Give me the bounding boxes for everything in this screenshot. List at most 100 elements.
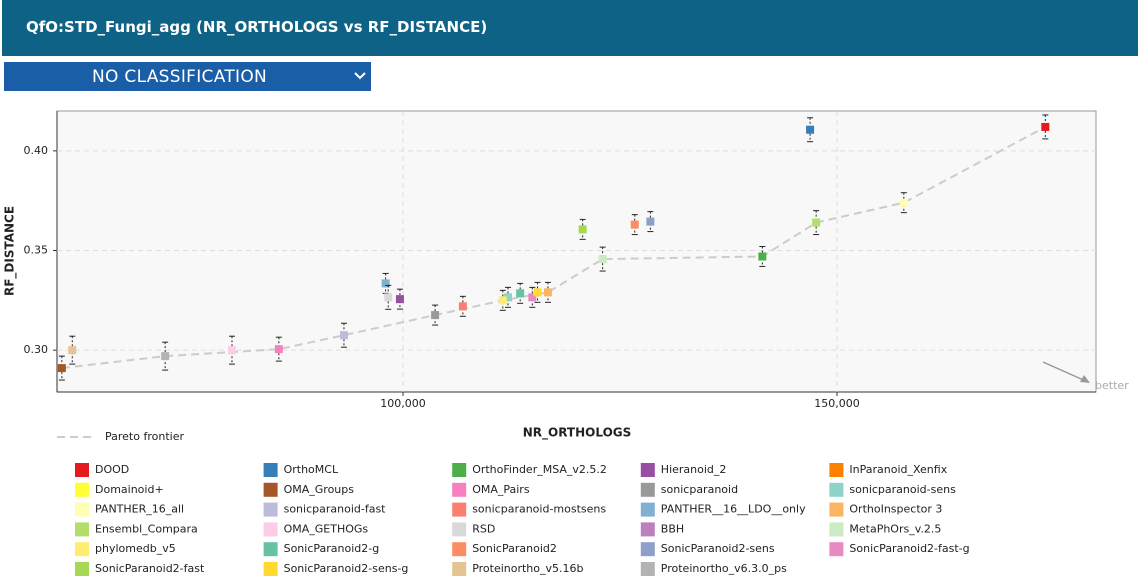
legend-swatch [640, 522, 655, 537]
x-axis-label: NR_ORTHOLOGS [523, 426, 632, 441]
data-point [533, 288, 542, 297]
error-bar [228, 335, 235, 365]
dropdown-chevron [354, 72, 366, 80]
data-point [339, 331, 348, 340]
error-bar [396, 288, 403, 310]
data-point [458, 302, 467, 311]
error-bar [807, 117, 814, 143]
legend-swatch [263, 522, 278, 537]
error-bar [599, 246, 606, 272]
legend-swatch [829, 542, 844, 557]
legend-label: SonicParanoid2-sens [661, 542, 775, 555]
data-point [395, 295, 404, 304]
legend-label: phylomedb_v5 [95, 542, 176, 555]
legend-label: InParanoid_Xenfix [849, 463, 947, 476]
x-tick-label: 100,000 [380, 397, 426, 410]
legend-label: sonicparanoid-mostsens [472, 503, 606, 516]
legend-label: SonicParanoid2-g [284, 542, 380, 555]
legend-label: OMA_Pairs [472, 483, 530, 496]
legend-label: Hieranoid_2 [661, 463, 727, 476]
error-bar [382, 272, 389, 294]
error-bar [517, 282, 524, 304]
legend-swatch [829, 463, 844, 477]
legend-label: SonicParanoid2 [472, 542, 557, 555]
error-bar [631, 214, 638, 236]
error-bar [340, 322, 347, 348]
legend-swatch [452, 542, 467, 557]
error-bar [759, 246, 766, 267]
legend-label: SonicParanoid2-sens-g [284, 562, 409, 575]
legend-label: OrthoFinder_MSA_v2.5.2 [472, 463, 607, 476]
error-bar [499, 289, 506, 311]
legend-label: Ensembl_Compara [95, 522, 198, 535]
legend-swatch [75, 482, 89, 497]
data-point [227, 346, 236, 355]
legend-label: sonicparanoid-fast [284, 503, 387, 516]
error-bar [529, 286, 536, 308]
data-point [68, 346, 77, 355]
error-bar [544, 281, 551, 303]
legend-swatch [640, 562, 655, 576]
better-arrow [1042, 361, 1089, 383]
legend-swatch [452, 562, 467, 576]
data-point [161, 352, 170, 361]
error-bar [58, 355, 65, 381]
error-bar [432, 304, 439, 326]
y-axis-label: RF_DISTANCE [3, 206, 18, 296]
error-bar [275, 336, 282, 362]
legend-swatch [75, 562, 89, 576]
data-point [504, 293, 513, 302]
legend-label: OrthoMCL [284, 463, 339, 476]
legend-label: MetaPhOrs_v.2.5 [849, 522, 941, 535]
legend-label: OMA_Groups [284, 483, 355, 496]
legend-swatch [452, 463, 467, 477]
legend-swatch [829, 522, 844, 537]
pareto-legend-label: Pareto frontier [105, 430, 184, 443]
data-point [806, 125, 815, 134]
legend-swatch [452, 502, 467, 517]
data-point [57, 364, 66, 373]
error-bar [1042, 114, 1049, 140]
legend-label: SonicParanoid2-fast [95, 562, 205, 575]
legend-label: BBH [661, 522, 684, 535]
legend-swatch [452, 522, 467, 537]
legend-swatch [263, 482, 278, 497]
error-bar [647, 211, 654, 233]
legend-swatch [75, 542, 89, 557]
data-point [630, 220, 639, 229]
legend-label: DOOD [95, 463, 129, 476]
error-bar [69, 335, 76, 365]
error-bar [900, 192, 907, 214]
data-point [498, 296, 507, 305]
data-point [528, 293, 537, 302]
classification-dropdown[interactable]: NO CLASSIFICATION [4, 62, 371, 91]
legend-swatch [640, 502, 655, 517]
data-point [646, 217, 655, 226]
legend-swatch [75, 463, 89, 477]
legend-label: PANTHER__16__LDO__only [661, 503, 806, 516]
legend-label: SonicParanoid2-fast-g [849, 542, 969, 555]
legend-label: sonicparanoid-sens [849, 483, 956, 496]
error-bar [813, 210, 820, 236]
data-point [758, 252, 767, 261]
y-tick-label: 0.40 [24, 144, 49, 157]
y-tick-label: 0.35 [24, 244, 49, 257]
x-tick-label: 150,000 [814, 397, 860, 410]
error-bar [534, 281, 541, 303]
legend-swatch [263, 542, 278, 557]
legend-swatch [640, 482, 655, 497]
error-bar [505, 286, 512, 308]
legend-swatch [829, 502, 844, 517]
error-bar [579, 218, 586, 240]
legend-label: OrthoInspector 3 [849, 503, 942, 516]
better-arrowhead [1080, 375, 1090, 383]
data-point [598, 255, 607, 264]
error-bar [162, 341, 169, 371]
legend-label: PANTHER_16_all [95, 503, 184, 516]
legend-swatch [263, 502, 278, 517]
data-point [431, 311, 440, 320]
legend-label: Domainoid+ [95, 483, 164, 496]
legend-swatch [452, 482, 467, 497]
error-bar [385, 284, 392, 310]
